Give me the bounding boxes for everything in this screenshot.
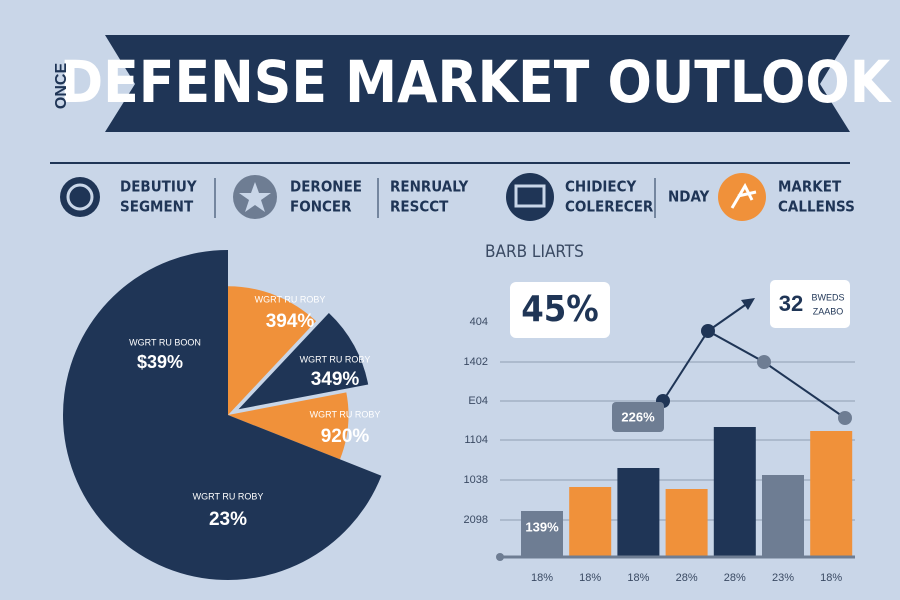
y-label: 1038 bbox=[464, 474, 488, 486]
x-label: 28% bbox=[724, 572, 746, 584]
icon-label: DEBUTIUY bbox=[120, 178, 197, 196]
icon bbox=[60, 177, 100, 217]
x-label: 18% bbox=[820, 572, 842, 584]
callout-box bbox=[510, 282, 610, 338]
icon bbox=[730, 182, 757, 209]
icon bbox=[514, 184, 546, 208]
y-label: 2098 bbox=[464, 514, 488, 526]
pie-chart: WGRT RU ROBY 394% WGRT RU ROBY 349% WGRT RU … bbox=[62, 250, 382, 580]
x-label: 18% bbox=[531, 572, 553, 584]
icon-label: SEGMENT bbox=[120, 198, 194, 216]
trend-point bbox=[757, 355, 771, 369]
bar bbox=[713, 427, 756, 557]
pie-slice bbox=[228, 392, 349, 460]
y-label: 404 bbox=[470, 316, 488, 328]
slice-caption: WGRT RU ROBY bbox=[255, 294, 326, 304]
slice-label: 23% bbox=[209, 509, 247, 530]
bar bbox=[665, 489, 708, 557]
callout-box bbox=[770, 280, 850, 328]
bar-chart: BARB LIARTS 404 1402 E04 1104 1038 2098 18% 18% 1… bbox=[464, 242, 855, 584]
bar bbox=[762, 475, 804, 557]
icon-label: FONCER bbox=[290, 198, 352, 216]
icon-label: RENRUALY bbox=[390, 178, 469, 196]
slice-label: 394% bbox=[266, 311, 315, 332]
banner bbox=[105, 35, 850, 132]
callout-big: 45% bbox=[521, 289, 599, 330]
icon-row: DEBUTIUY SEGMENT DERONEE FONCER RENRUALY… bbox=[60, 173, 855, 221]
title: DEFENSE MARKET OUTLOOK bbox=[60, 48, 893, 116]
callout-num: 32 bbox=[779, 291, 803, 316]
y-label: 1402 bbox=[464, 356, 488, 368]
slice-label: 920% bbox=[321, 426, 370, 447]
icon bbox=[66, 183, 94, 211]
x-label: 18% bbox=[579, 572, 601, 584]
icon-label: COLERECER bbox=[565, 198, 654, 216]
baseline-dot bbox=[496, 553, 504, 561]
icon-label: CALLENSS bbox=[778, 198, 855, 216]
bar bbox=[617, 468, 660, 557]
callout-text: ZAABO bbox=[813, 306, 844, 316]
slice-caption: WGRT RU BOON bbox=[129, 337, 201, 347]
icon bbox=[718, 173, 766, 221]
slice-caption: WGRT RU ROBY bbox=[300, 354, 371, 364]
x-label: 28% bbox=[676, 572, 698, 584]
trend-point bbox=[701, 324, 715, 338]
pie-slice bbox=[62, 250, 382, 580]
x-label: 23% bbox=[772, 572, 794, 584]
icon bbox=[506, 173, 554, 221]
x-label: 18% bbox=[627, 572, 649, 584]
arrow-head bbox=[741, 298, 755, 310]
pie-slice bbox=[238, 312, 369, 410]
callout-mid: 226% bbox=[621, 409, 655, 424]
y-label: 1104 bbox=[464, 434, 488, 446]
bar bbox=[521, 511, 563, 557]
icon-label: DERONEE bbox=[290, 178, 362, 196]
trend-line bbox=[662, 329, 846, 419]
icon-label: MARKET bbox=[778, 178, 842, 196]
slice-label: 349% bbox=[311, 369, 360, 390]
trend-point bbox=[838, 411, 852, 425]
callout-text: BWEDS bbox=[811, 292, 844, 302]
slice-caption: WGRT RU ROBY bbox=[310, 409, 381, 419]
bar-title: BARB LIARTS bbox=[485, 242, 584, 262]
icon-label: RESCCT bbox=[390, 198, 449, 216]
callout-box bbox=[612, 402, 664, 432]
y-label: E04 bbox=[468, 395, 488, 407]
icon-label: CHIDIECY bbox=[565, 178, 637, 196]
slice-label: $39% bbox=[137, 352, 183, 372]
bar-label: 139% bbox=[525, 519, 559, 534]
pie-slice bbox=[228, 286, 317, 415]
trend-arrow bbox=[707, 302, 749, 332]
side-text: ONCE bbox=[53, 63, 70, 110]
icon bbox=[239, 182, 271, 212]
bar bbox=[810, 431, 853, 557]
icon-label: NDAY bbox=[668, 188, 710, 206]
bar bbox=[569, 487, 612, 557]
slice-caption: WGRT RU ROBY bbox=[193, 491, 264, 501]
